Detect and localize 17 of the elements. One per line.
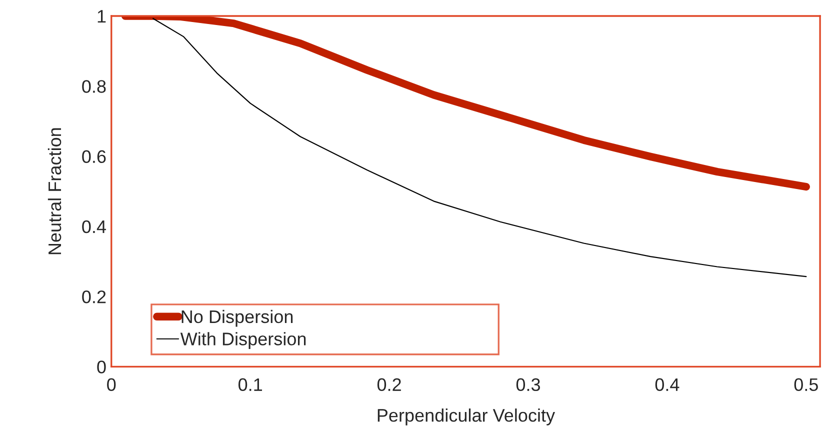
y-axis-title: Neutral Fraction: [48, 128, 62, 254]
x-axis-title: Perpendicular Velocity: [378, 408, 556, 426]
y-tick-label: 0.2: [82, 290, 106, 304]
y-tick-label: 0.8: [82, 80, 106, 93]
x-tick-label: 0.3: [516, 378, 540, 392]
line-series: [152, 18, 807, 278]
x-tick-label: 0: [107, 378, 116, 392]
y-tick-label: 1: [98, 10, 106, 23]
legend-label: No Dispersion: [182, 310, 293, 327]
legend-label: With Dispersion: [180, 332, 306, 349]
x-tick-label: 0.5: [794, 378, 818, 392]
x-tick-label: 0.4: [655, 378, 680, 392]
y-tick-label: 0: [97, 360, 106, 374]
y-tick-label: 0.6: [82, 150, 106, 164]
x-tick-label: 0.2: [377, 378, 401, 392]
y-tick-label: 0.4: [82, 220, 106, 234]
x-tick-label: 0.1: [238, 378, 262, 392]
